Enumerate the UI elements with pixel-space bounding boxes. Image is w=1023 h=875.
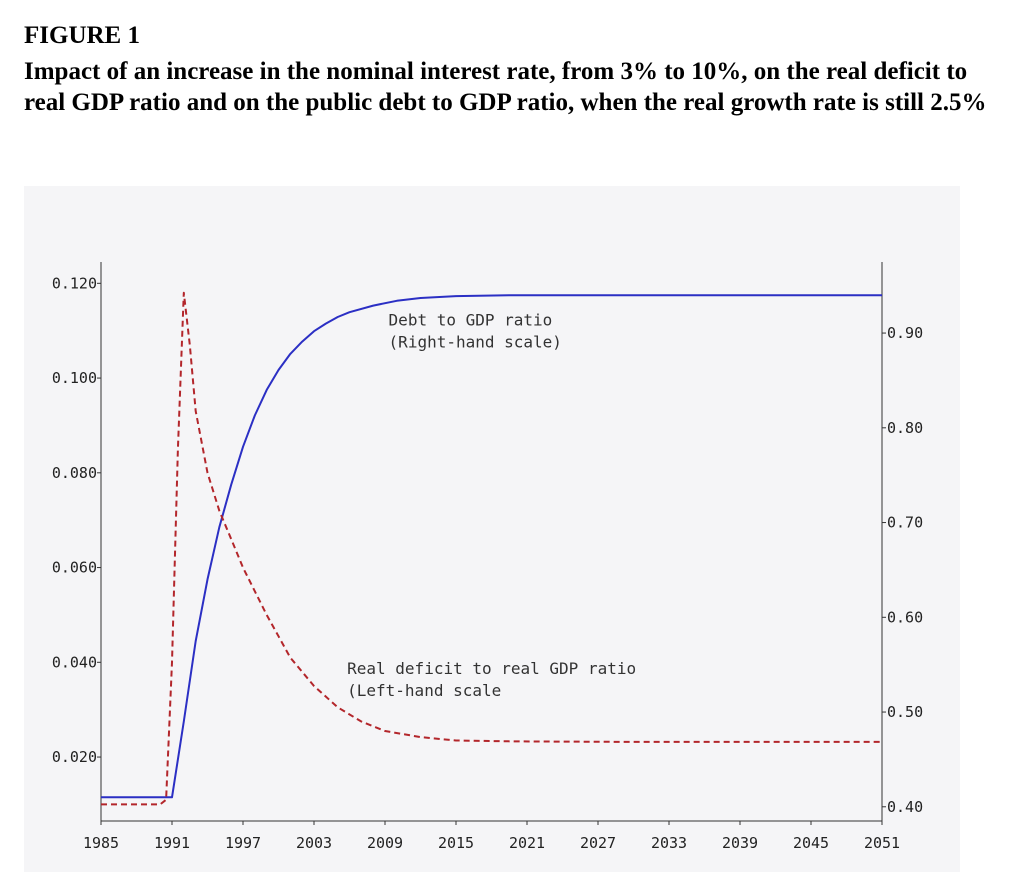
left-y-tick-label: 0.120 [52,274,97,292]
deficit-to-gdp-line [101,291,882,806]
right-y-tick-label: 0.50 [887,703,923,721]
left-y-tick-label: 0.020 [52,748,97,766]
left-y-tick-label: 0.040 [52,653,97,671]
x-tick-label: 1997 [225,834,261,852]
line-chart: 1985 1991 1997 2003 2009 2015 2021 2027 2033 2039… [52,262,923,852]
x-tick-label: 2009 [367,834,403,852]
debt-to-gdp-line [101,294,882,799]
right-y-tick-label: 0.70 [887,514,923,532]
debt-series-label: Debt to GDP ratio [389,310,553,329]
chart-area: 1985 1991 1997 2003 2009 2015 2021 2027 2033 2039… [24,186,960,872]
x-tick-label: 2027 [580,834,616,852]
x-tick-label: 2015 [438,834,474,852]
figure-title: Impact of an increase in the nominal int… [24,58,987,116]
x-tick-label: 2003 [296,834,332,852]
deficit-series-label: Real deficit to real GDP ratio [347,659,636,678]
x-tick-label: 2051 [864,834,900,852]
x-tick-label: 2039 [722,834,758,852]
deficit-series-label: (Left-hand scale [347,681,501,700]
figure-label: FIGURE 1 [24,22,140,49]
right-y-tick-label: 0.80 [887,419,923,437]
x-tick-label: 2021 [509,834,545,852]
right-y-tick-label: 0.60 [887,608,923,626]
x-tick-label: 2033 [651,834,687,852]
x-tick-label: 1991 [154,834,190,852]
left-y-tick-label: 0.080 [52,464,97,482]
right-y-tick-label: 0.90 [887,324,923,342]
x-tick-label: 2045 [793,834,829,852]
left-y-tick-label: 0.100 [52,369,97,387]
left-y-tick-label: 0.060 [52,559,97,577]
right-y-tick-label: 0.40 [887,798,923,816]
x-tick-label: 1985 [83,834,119,852]
debt-series-label: (Right-hand scale) [389,332,562,351]
